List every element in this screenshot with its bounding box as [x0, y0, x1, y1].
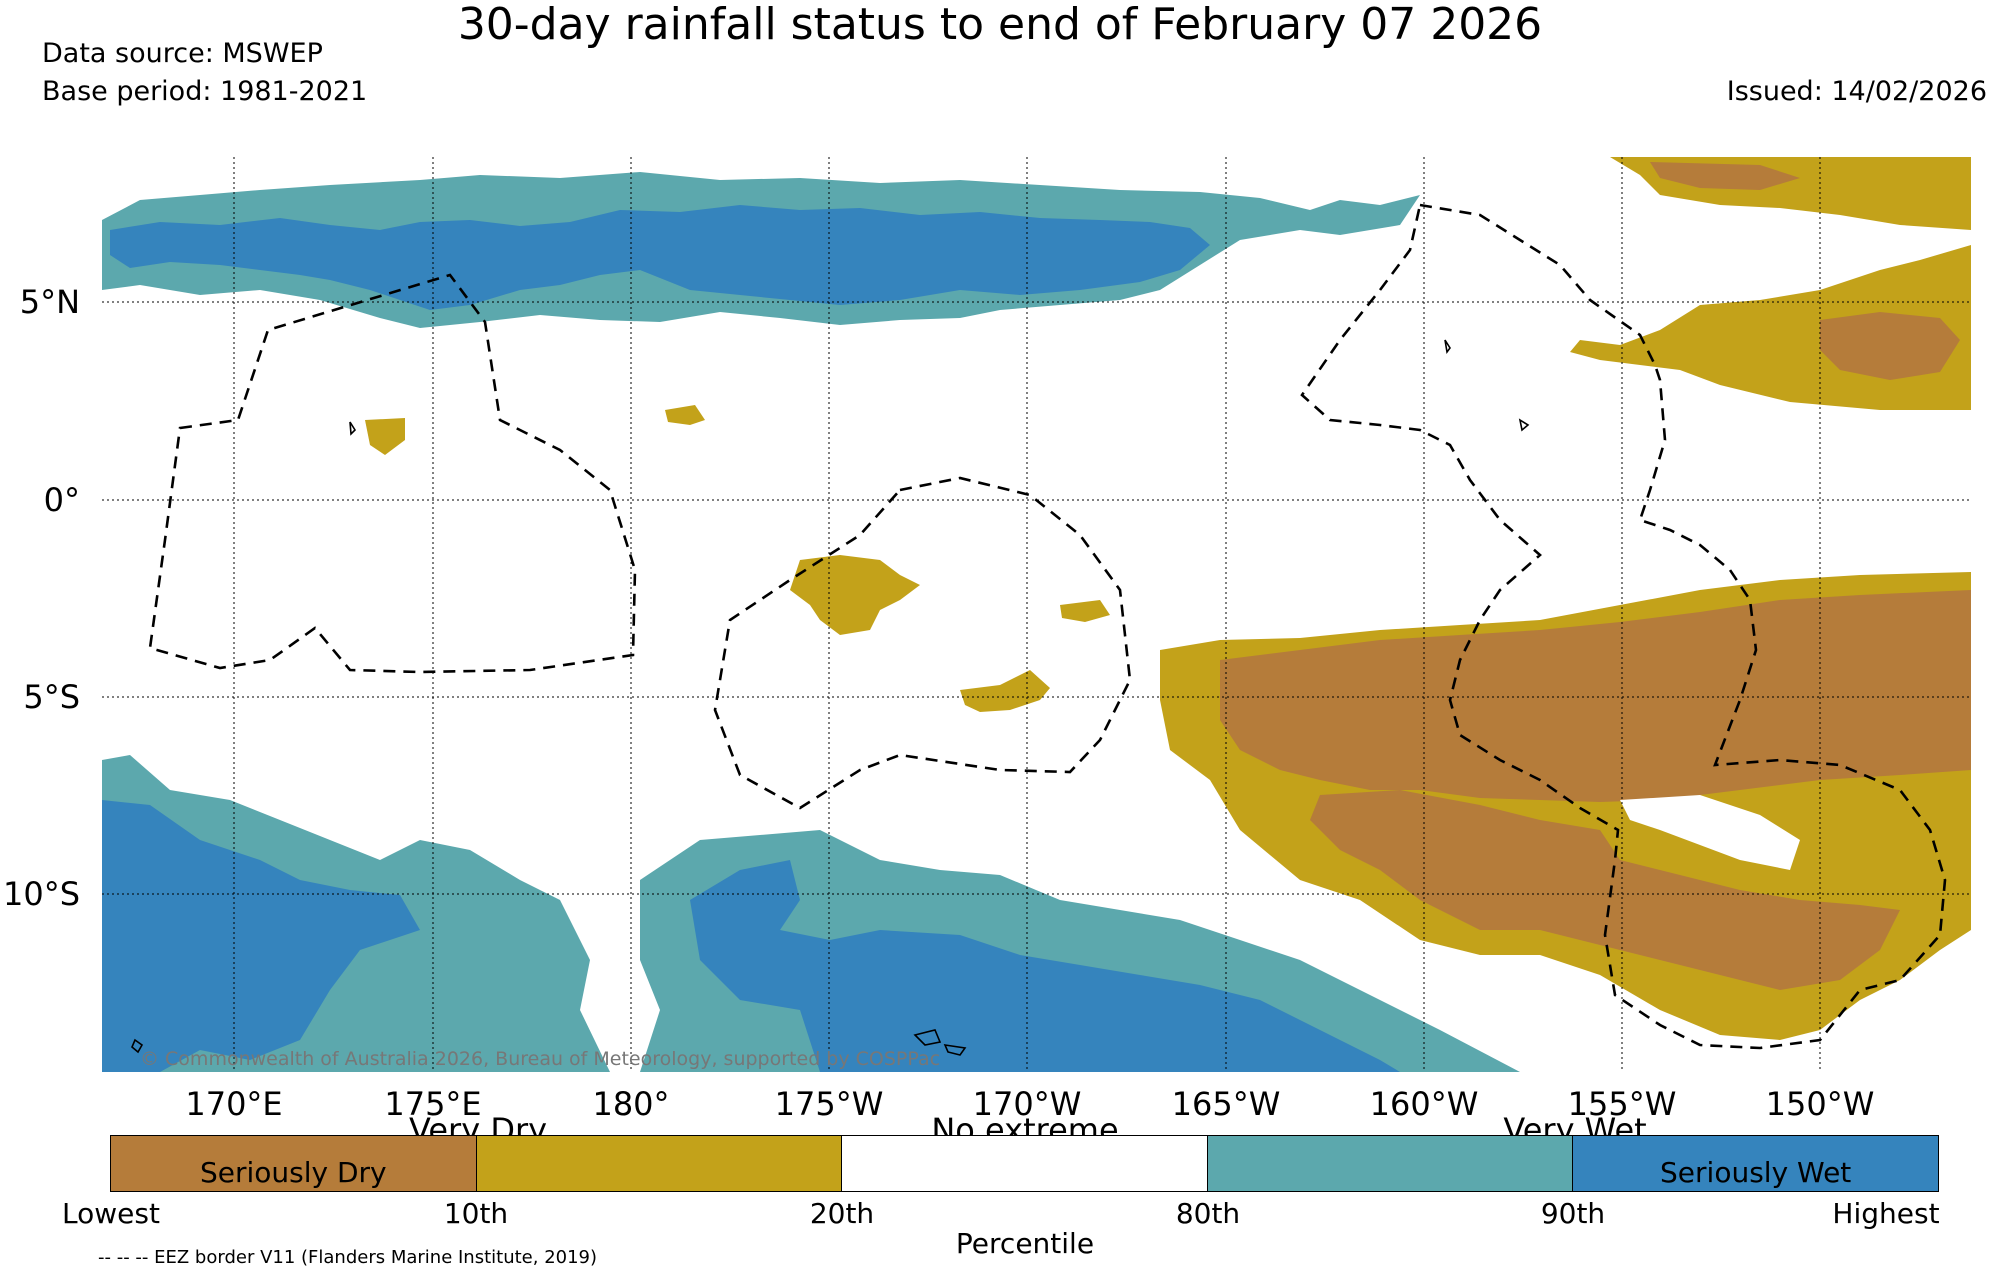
eez-note: -- -- -- EEZ border V11 (Flanders Marine…	[98, 1247, 598, 1268]
region-seriously-dry-southeast	[1220, 590, 1971, 802]
lat-label-5s: 5°S	[23, 678, 80, 716]
legend-colorbar: Seriously Dry Seriously Wet	[110, 1135, 1939, 1192]
region-seriously-wet-southwest	[102, 800, 420, 1072]
lon-label-175e: 175°E	[384, 1085, 482, 1123]
percentile-20th: 20th	[809, 1197, 875, 1230]
legend-cell-seriously-wet: Seriously Wet	[1573, 1136, 1938, 1191]
legend-cell-very-wet	[1207, 1136, 1574, 1191]
island-outlines	[131, 339, 1530, 1056]
legend-cell-label-seriously-dry: Seriously Dry	[199, 1156, 387, 1189]
island-5	[1444, 339, 1451, 354]
eez-border-central	[713, 476, 1132, 810]
region-very-dry-central-3	[665, 405, 705, 425]
region-seriously-dry-northeast	[1650, 162, 1960, 380]
base-period: Base period: 1981-2021	[42, 76, 368, 107]
region-seriously-wet-south-central	[690, 860, 1400, 1072]
region-seriously-dry-southeast-lower	[1310, 790, 1900, 990]
percentile-90th: 90th	[1540, 1197, 1606, 1230]
percentile-highest: Highest	[1832, 1197, 1940, 1230]
region-very-dry-central-4	[365, 418, 405, 455]
lon-label-160w: 160°W	[1369, 1085, 1479, 1123]
region-very-dry-central-1	[790, 555, 920, 635]
island-4	[1518, 418, 1530, 432]
lon-label-165w: 165°W	[1171, 1085, 1281, 1123]
lat-label-10s: 10°S	[2, 875, 80, 913]
legend-cell-very-dry	[476, 1136, 843, 1191]
lat-label-5n: 5°N	[19, 283, 80, 321]
lon-label-180: 180°	[592, 1085, 670, 1123]
data-source: Data source: MSWEP	[42, 38, 323, 69]
lon-label-150w: 150°W	[1765, 1085, 1875, 1123]
lon-label-170e: 170°E	[185, 1085, 283, 1123]
island-6	[349, 421, 357, 436]
percentile-80th: 80th	[1175, 1197, 1241, 1230]
issued-date: Issued: 14/02/2026	[1726, 76, 1987, 107]
region-seriously-wet-north	[110, 205, 1210, 310]
lon-label-170w: 170°W	[972, 1085, 1082, 1123]
copyright-notice: © Commonwealth of Australia 2026, Bureau…	[140, 1048, 941, 1070]
percentile-axis-label: Percentile	[955, 1227, 1095, 1260]
island-1	[913, 1029, 942, 1046]
graticule	[102, 157, 1971, 1072]
legend-cell-label-seriously-wet: Seriously Wet	[1660, 1156, 1852, 1189]
legend-cell-no-extreme	[842, 1136, 1208, 1191]
lon-label-175w: 175°W	[774, 1085, 884, 1123]
island-3	[131, 1038, 144, 1054]
region-very-dry-central-2	[960, 670, 1050, 712]
lat-label-0: 0°	[43, 481, 80, 519]
region-very-dry-central-5	[1060, 600, 1110, 622]
percentile-10th: 10th	[443, 1197, 509, 1230]
map-title: 30-day rainfall status to end of Februar…	[457, 0, 1543, 50]
lon-label-155w: 155°W	[1567, 1085, 1677, 1123]
region-no-extreme-gap	[1620, 795, 1800, 870]
percentile-lowest: Lowest	[62, 1197, 160, 1230]
eez-border-west	[148, 273, 637, 674]
island-2	[943, 1043, 967, 1056]
legend-cell-seriously-dry: Seriously Dry	[111, 1136, 477, 1191]
